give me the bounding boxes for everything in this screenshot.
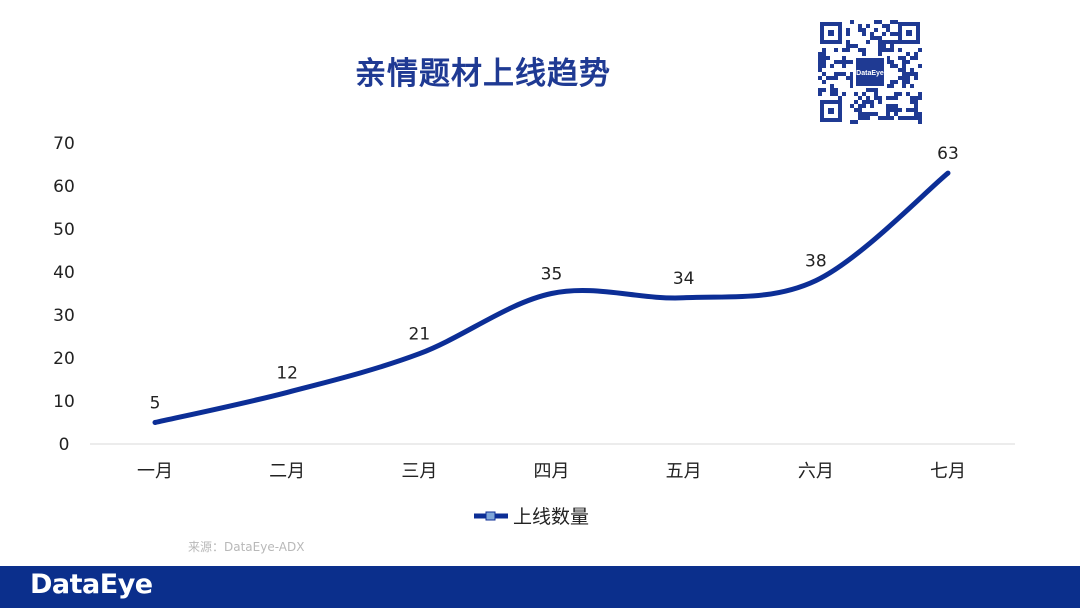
y-tick-label: 30: [53, 306, 75, 326]
footer-bar: DataEye: [0, 566, 1080, 608]
data-label: 34: [673, 269, 695, 289]
y-tick-label: 60: [53, 177, 75, 197]
x-tick-label: 一月: [137, 461, 173, 482]
y-tick-label: 50: [53, 220, 75, 240]
data-label: 21: [409, 325, 431, 345]
x-tick-label: 六月: [798, 461, 834, 482]
footer-brand-logo: DataEye: [30, 569, 153, 600]
qr-finder-patterns: [820, 22, 920, 122]
y-tick-label: 40: [53, 263, 75, 283]
line-chart: 0 10 20 30 40 50 60 70 一月 二月 三月 四月 五月 六月 七月 5 12 21 35 34…: [53, 134, 1015, 528]
legend-label: 上线数量: [513, 506, 589, 528]
qr-code-icon: DataEye: [818, 20, 922, 124]
data-label: 12: [276, 363, 298, 383]
x-tick-label: 七月: [930, 461, 966, 482]
source-note: 来源：DataEye-ADX: [188, 540, 305, 554]
data-label: 35: [541, 265, 563, 285]
x-tick-label: 二月: [269, 461, 305, 482]
y-tick-label: 20: [53, 349, 75, 369]
data-label: 63: [937, 144, 959, 164]
y-tick-label: 10: [53, 392, 75, 412]
data-labels: 5 12 21 35 34 38 63: [150, 144, 959, 413]
qr-logo-text: DataEye: [856, 70, 884, 77]
series-line-上线数量: [152, 170, 951, 425]
legend-marker-icon: [485, 511, 496, 521]
y-tick-label: 0: [59, 435, 70, 455]
x-tick-label: 四月: [534, 461, 570, 482]
x-axis: 一月 二月 三月 四月 五月 六月 七月: [137, 461, 966, 482]
y-tick-label: 70: [53, 134, 75, 154]
x-tick-label: 五月: [666, 461, 702, 482]
legend: 上线数量: [474, 506, 589, 528]
qr-logo-box: [856, 58, 884, 86]
data-label: 38: [805, 252, 827, 272]
y-axis: 0 10 20 30 40 50 60 70: [53, 134, 75, 455]
data-label: 5: [150, 394, 161, 414]
chart-title: 亲情题材上线趋势: [355, 56, 611, 92]
x-tick-label: 三月: [401, 461, 437, 482]
